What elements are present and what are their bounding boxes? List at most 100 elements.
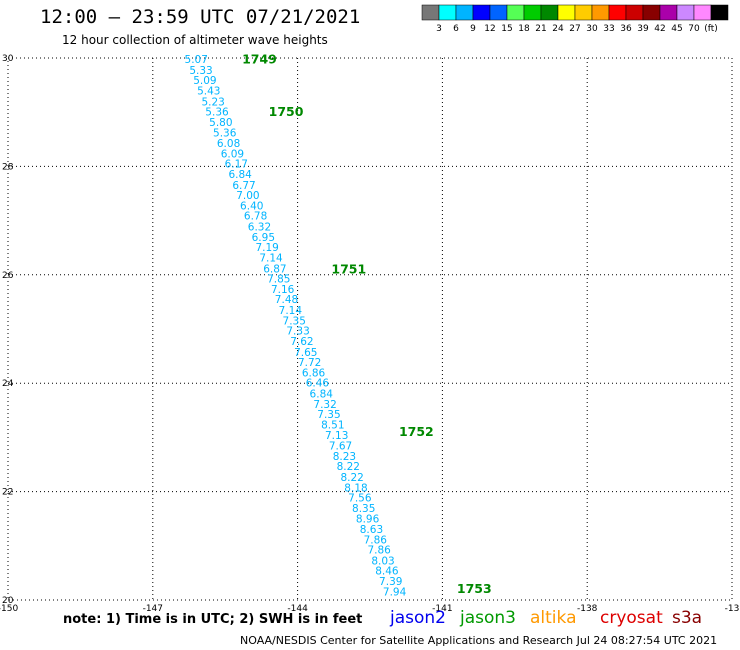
colorbar-swatch <box>574 4 593 21</box>
plot-frame <box>7 57 733 601</box>
wave-height-point: 7.14 <box>259 252 283 264</box>
wave-height-point: 6.95 <box>252 232 275 244</box>
legend-jason3: jason3 <box>460 608 516 628</box>
colorbar-label: 6 <box>453 24 459 34</box>
x-tick-label: -144 <box>287 604 308 614</box>
pass-label: 1753 <box>457 581 492 596</box>
page-subtitle: 12 hour collection of altimeter wave hei… <box>62 33 328 47</box>
wave-height-point: 6.08 <box>217 138 240 150</box>
legend-jason2: jason2 <box>390 608 446 628</box>
colorbar-swatch <box>625 4 644 21</box>
wave-height-point: 7.72 <box>298 357 321 369</box>
pass-label: 1750 <box>269 104 304 119</box>
wave-height-point: 5.23 <box>201 96 224 108</box>
pass-label: 1752 <box>399 424 434 439</box>
wave-height-point: 8.46 <box>375 566 399 578</box>
wave-height-point: 7.56 <box>348 493 372 505</box>
colorbar-label: 70 <box>688 24 700 34</box>
wave-height-point: 7.86 <box>367 545 391 557</box>
colorbar-swatch <box>659 4 678 21</box>
colorbar-swatch <box>642 4 661 21</box>
wave-height-point: 5.36 <box>213 127 237 139</box>
colorbar-label: 9 <box>470 24 476 34</box>
colorbar-swatch <box>523 4 542 21</box>
tick-labels: -150 -147 -144 -141 -138 -13 20 22 24 26 28 30 <box>0 54 739 614</box>
plot-border <box>7 57 733 601</box>
y-tick-label: 28 <box>2 162 14 172</box>
x-tick-label: -138 <box>577 604 598 614</box>
wave-height-point: 7.13 <box>325 430 348 442</box>
wave-height-point: 5.43 <box>197 86 220 98</box>
wave-height-point: 5.36 <box>205 107 229 119</box>
colorbar: 3 6 9 12 15 18 21 24 27 30 33 36 39 42 45 70 (ft) <box>421 4 729 34</box>
wave-height-points: 5.075.335.095.435.235.365.805.366.086.09… <box>185 54 407 598</box>
x-tick-label: -147 <box>143 604 163 614</box>
wave-height-point: 6.09 <box>221 148 244 160</box>
y-tick-label: 24 <box>2 379 14 389</box>
colorbar-label: 30 <box>586 24 598 34</box>
colorbar-swatch <box>676 4 695 21</box>
colorbar-label: 24 <box>552 24 564 34</box>
pass-label: 1749 <box>242 52 277 67</box>
y-tick-label: 26 <box>2 271 14 281</box>
colorbar-label: 33 <box>603 24 614 34</box>
wave-height-point: 7.16 <box>271 284 295 296</box>
wave-height-point: 7.35 <box>283 315 306 327</box>
colorbar-label: 18 <box>518 24 530 34</box>
colorbar-swatch <box>693 4 712 21</box>
colorbar-label: 45 <box>671 24 682 34</box>
wave-height-point: 6.32 <box>248 222 271 234</box>
wave-height-point: 7.35 <box>317 409 340 421</box>
wave-height-point: 6.84 <box>228 169 252 181</box>
colorbar-swatch <box>489 4 508 21</box>
colorbar-label: (ft) <box>704 24 718 34</box>
colorbar-swatch <box>455 4 474 21</box>
wave-height-point: 7.32 <box>313 399 336 411</box>
wave-height-point: 5.09 <box>193 75 216 87</box>
wave-height-point: 6.77 <box>232 180 255 192</box>
wave-height-point: 6.87 <box>263 263 286 275</box>
footer-note: note: 1) Time is in UTC; 2) SWH is in fe… <box>63 612 363 627</box>
legend-cryosat: cryosat <box>600 608 663 628</box>
wave-height-point: 8.03 <box>371 555 394 567</box>
wave-height-point: 8.22 <box>340 472 363 484</box>
colorbar-label: 36 <box>620 24 632 34</box>
colorbar-swatch <box>710 4 729 21</box>
colorbar-label: 21 <box>535 24 546 34</box>
y-tick-label: 22 <box>2 488 13 498</box>
colorbar-swatch <box>591 4 610 21</box>
wave-height-point: 5.07 <box>185 54 208 66</box>
wave-height-point: 7.33 <box>286 326 309 338</box>
wave-height-point: 7.48 <box>275 294 298 306</box>
colorbar-swatch <box>438 4 457 21</box>
wave-height-point: 6.40 <box>240 200 263 212</box>
grid-lines <box>8 58 732 600</box>
colorbar-label: 39 <box>637 24 649 34</box>
wave-height-point: 7.85 <box>267 274 290 286</box>
wave-height-point: 8.23 <box>333 451 356 463</box>
legend-altika: altika <box>530 608 577 628</box>
wave-height-point: 8.18 <box>344 482 367 494</box>
x-tick-label: -141 <box>432 604 452 614</box>
wave-height-point: 5.33 <box>189 65 212 77</box>
wave-height-point: 7.86 <box>364 534 388 546</box>
colorbar-swatch <box>506 4 525 21</box>
wave-height-point: 8.22 <box>337 461 360 473</box>
y-tick-label: 30 <box>2 54 14 64</box>
page-title: 12:00 – 23:59 UTC 07/21/2021 <box>40 6 361 28</box>
legend-s3a: s3a <box>672 608 703 628</box>
wave-height-point: 7.00 <box>236 190 259 202</box>
pass-labels: 1749 1750 1751 1752 1753 <box>242 52 492 597</box>
wave-height-point: 6.17 <box>225 159 248 171</box>
wave-height-point: 7.39 <box>379 576 402 588</box>
wave-height-point: 8.96 <box>356 514 380 526</box>
wave-height-point: 6.78 <box>244 211 267 223</box>
wave-height-point: 7.94 <box>383 586 407 598</box>
wave-height-point: 7.67 <box>329 441 352 453</box>
x-tick-label: -150 <box>0 604 18 614</box>
y-tick-label: 20 <box>2 596 14 606</box>
wave-height-point: 7.65 <box>294 347 317 359</box>
wave-height-point: 8.51 <box>321 419 344 431</box>
colorbar-label: 27 <box>569 24 580 34</box>
